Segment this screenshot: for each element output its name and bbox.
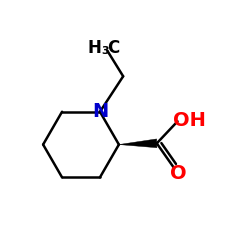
Text: 3: 3 (102, 46, 109, 56)
Polygon shape (119, 139, 157, 148)
Text: OH: OH (173, 111, 206, 130)
Text: H: H (87, 39, 101, 57)
Text: O: O (170, 164, 186, 184)
Text: C: C (107, 39, 120, 57)
Text: N: N (92, 102, 108, 121)
